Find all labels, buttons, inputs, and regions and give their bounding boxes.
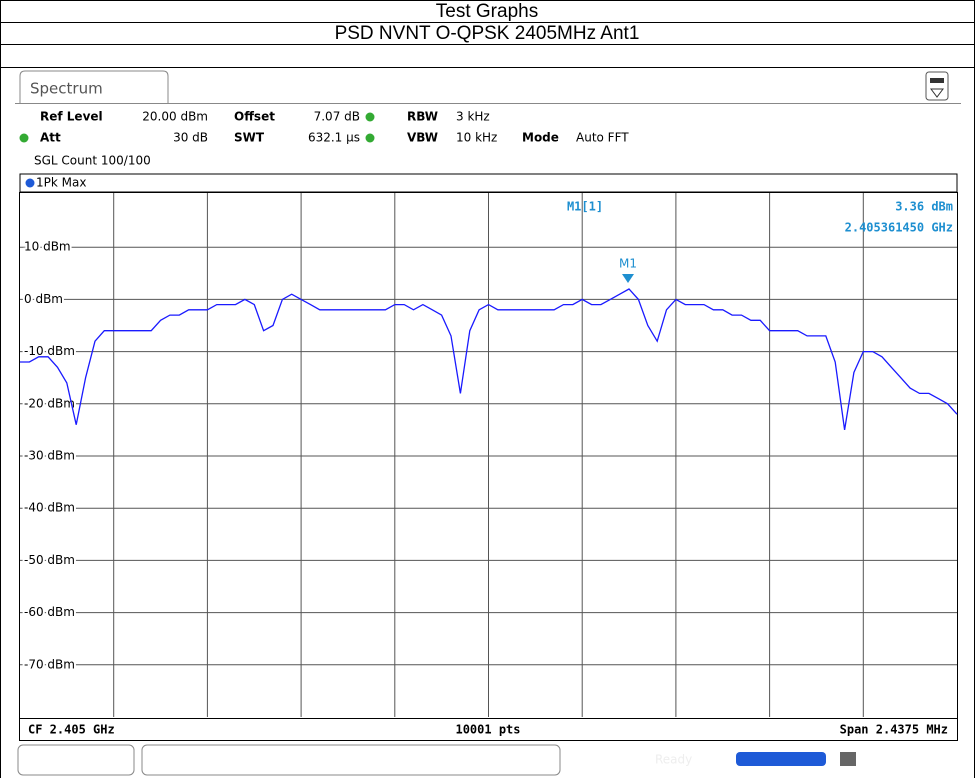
y-tick-label: -20 dBm: [24, 396, 75, 410]
y-tick-label: -40 dBm: [24, 501, 75, 515]
setting-text: Auto FFT: [576, 131, 629, 145]
setting-text: Mode: [522, 131, 559, 145]
setting-text: 7.07 dB: [314, 110, 360, 124]
marker-value: 3.36 dBm: [895, 200, 953, 214]
y-tick-label: -50 dBm: [24, 553, 75, 567]
setting-text: RBW: [407, 110, 438, 124]
lxi-icon: [840, 752, 856, 766]
status-field: [17, 744, 135, 776]
setting-text: 10 kHz: [456, 131, 497, 145]
spectrum-tab[interactable]: [19, 70, 169, 103]
menu-icon[interactable]: [925, 71, 949, 101]
status-dot: [19, 133, 29, 143]
setting-text: 632.1 µs: [308, 131, 360, 145]
y-tick-label: -30 dBm: [24, 449, 75, 463]
status-dot: [365, 133, 375, 143]
progress-bar: [736, 752, 826, 766]
y-tick-label: -70 dBm: [24, 657, 75, 671]
y-tick-label: 10 dBm: [24, 240, 71, 254]
setting-text: Offset: [234, 110, 275, 124]
status-ready: Ready: [655, 753, 692, 767]
footer-left: CF 2.405 GHz: [28, 723, 115, 737]
setting-text: Att: [40, 131, 61, 145]
menu-icon-bar: [930, 78, 944, 83]
setting-text: 20.00 dBm: [142, 110, 208, 124]
setting-text: SWT: [234, 131, 265, 145]
status-dot: [365, 112, 375, 122]
footer-center: 10001 pts: [455, 723, 520, 737]
settings: Ref Level 20.00 dBm Offset 7.07 dB RBW 3 kHz A…: [19, 110, 629, 145]
trace-dot: [25, 178, 35, 188]
trace-bar: [19, 173, 958, 193]
trace: [20, 288, 958, 431]
status-field: [141, 744, 561, 776]
setting-text: VBW: [407, 131, 438, 145]
y-tick-label: -60 dBm: [24, 605, 75, 619]
count: SGL Count 100/100: [34, 154, 151, 168]
marker-title: M1[1]: [567, 200, 603, 214]
marker-triangle: [622, 274, 634, 283]
setting-text: Ref Level: [40, 110, 103, 124]
marker-label: M1: [619, 257, 637, 271]
footer-bar: [19, 718, 958, 741]
plot: 10 dBm 0 dBm -10 dBm -20 dBm -30 dBm -40 dBm -…: [20, 193, 958, 717]
marker-freq: 2.405361450 GHz: [845, 221, 953, 235]
header-title: Test Graphs: [436, 1, 538, 22]
tab-label: Spectrum: [30, 80, 103, 98]
footer-right: Span 2.4375 MHz: [840, 723, 948, 737]
y-tick-label: 0 dBm: [24, 292, 63, 306]
y-tick-label: -10 dBm: [24, 344, 75, 358]
menu-arrow: [930, 88, 944, 98]
setting-text: 30 dB: [173, 131, 208, 145]
setting-text: 3 kHz: [456, 110, 490, 124]
trace-label: 1Pk Max: [36, 176, 86, 190]
header-subtitle: PSD NVNT O-QPSK 2405MHz Ant1: [335, 23, 640, 44]
